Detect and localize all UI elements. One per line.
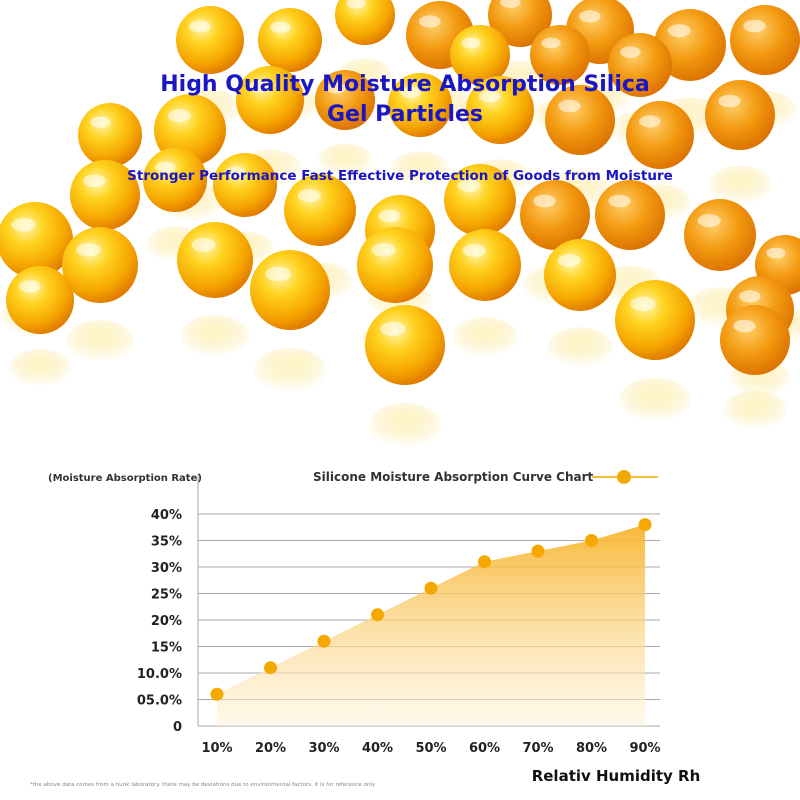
x-tick-label: 50% bbox=[415, 741, 446, 756]
x-axis-ticks: 10% 20% 30% 40% 50% 60% 70% 80% 90% bbox=[201, 741, 660, 756]
data-point bbox=[531, 544, 545, 558]
data-point bbox=[478, 555, 491, 569]
y-tick-label: 05.0% bbox=[137, 694, 182, 709]
page-title: High Quality Moisture Absorption Silica … bbox=[160, 72, 650, 127]
silica-gel-beads-image bbox=[0, 0, 800, 447]
data-point bbox=[585, 534, 598, 547]
y-tick-label: 15% bbox=[151, 641, 182, 656]
legend-marker bbox=[617, 470, 631, 484]
x-tick-label: 30% bbox=[308, 741, 339, 756]
x-tick-label: 70% bbox=[522, 741, 553, 756]
x-tick-label: 80% bbox=[576, 741, 607, 756]
x-axis-title: Relativ Humidity Rh bbox=[532, 767, 701, 785]
data-point bbox=[210, 687, 224, 701]
y-tick-label: 35% bbox=[151, 535, 182, 550]
data-point bbox=[317, 634, 331, 648]
legend-label: Silicone Moisture Absorption Curve Chart bbox=[313, 470, 594, 484]
footnote: *the above data comes from a hunk labora… bbox=[30, 782, 376, 788]
area-fill bbox=[217, 524, 645, 726]
y-axis-ticks: 0 05.0% 10.0% 15% 20% 25% 30% 35% 40% bbox=[137, 508, 182, 735]
x-tick-label: 10% bbox=[201, 741, 232, 756]
data-points bbox=[210, 518, 652, 701]
data-point bbox=[638, 518, 652, 532]
y-tick-label: 20% bbox=[151, 614, 182, 629]
hero-banner: High Quality Moisture Absorption Silica … bbox=[0, 0, 800, 447]
y-tick-label: 30% bbox=[151, 561, 182, 576]
page-subtitle: Stronger Performance Fast Effective Prot… bbox=[127, 168, 673, 184]
data-point bbox=[264, 661, 277, 675]
x-tick-label: 20% bbox=[255, 741, 286, 756]
x-tick-label: 60% bbox=[469, 741, 500, 756]
y-tick-label: 10.0% bbox=[137, 667, 182, 682]
y-tick-label: 25% bbox=[151, 588, 182, 603]
data-point bbox=[424, 581, 438, 595]
y-tick-label: 0 bbox=[173, 720, 182, 735]
data-point bbox=[371, 608, 384, 622]
y-tick-label: 40% bbox=[151, 508, 182, 523]
x-tick-label: 90% bbox=[629, 741, 660, 756]
moisture-absorption-chart: (Moisture Absorption Rate) Silicone Mois… bbox=[30, 470, 701, 788]
x-tick-label: 40% bbox=[362, 741, 393, 756]
y-axis-title: (Moisture Absorption Rate) bbox=[48, 473, 202, 484]
